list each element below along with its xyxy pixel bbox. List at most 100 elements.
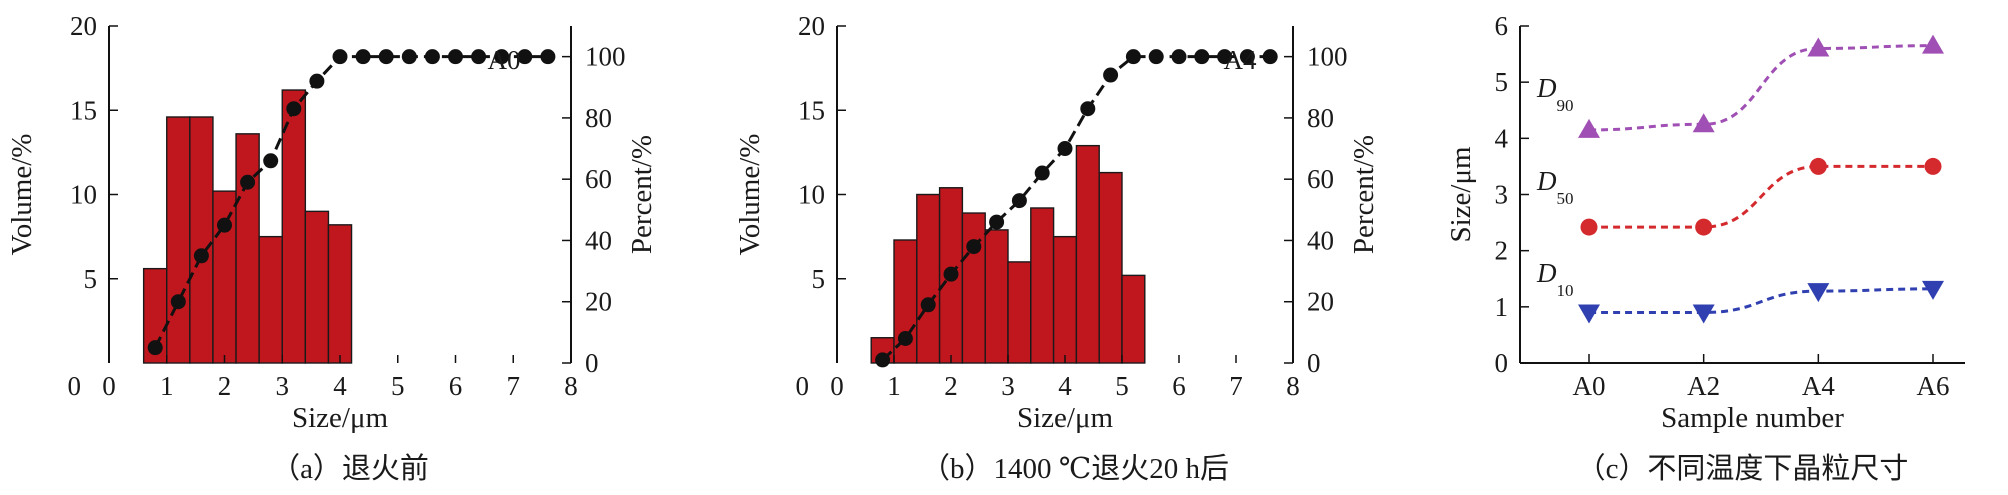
y-tick-label: 15 [798, 95, 825, 125]
x-tick-label: 0 [830, 371, 844, 401]
cumulative-point [332, 49, 348, 65]
y-tick-label: 6 [1495, 11, 1509, 41]
y-tick-label: 0 [796, 371, 810, 401]
x-tick-label: 3 [276, 371, 290, 401]
series-point [1924, 157, 1942, 175]
cumulative-point [966, 239, 982, 255]
y2-tick-label: 100 [1307, 42, 1348, 72]
x-tick-label: 8 [564, 371, 578, 401]
panel-caption: （c）不同温度下晶粒尺寸 [1577, 452, 1909, 485]
cumulative-point [1125, 49, 1141, 65]
y-axis-label: Volume/% [6, 134, 38, 256]
series-label: D50 [1536, 166, 1574, 208]
cumulative-point [1262, 49, 1278, 65]
y-tick-label: 5 [84, 264, 98, 294]
x-axis-label: Size/μm [1017, 402, 1114, 434]
cumulative-point [920, 297, 936, 313]
x-tick-label: 1 [887, 371, 901, 401]
histogram-bar [189, 116, 214, 364]
histogram-bar [1030, 207, 1055, 364]
panel-sample-label: A0 [488, 45, 521, 75]
cumulative-point [471, 49, 487, 65]
y-axis-label: Size/μm [1445, 146, 1477, 243]
histogram-bar [984, 229, 1009, 364]
series-point [1807, 37, 1830, 57]
x-tick-label: 7 [507, 371, 521, 401]
series-point [1807, 283, 1830, 303]
x-tick-label: 7 [1229, 371, 1243, 401]
histogram-bar [916, 193, 941, 364]
cumulative-point [240, 174, 256, 190]
cumulative-point [517, 49, 533, 65]
cumulative-point [1034, 165, 1050, 181]
y2-tick-label: 20 [585, 287, 612, 317]
cumulative-point [1011, 193, 1027, 209]
y2-tick-label: 60 [585, 164, 612, 194]
series-line [1589, 287, 1934, 314]
x-tick-label: 0 [102, 371, 116, 401]
x-axis-label: Sample number [1661, 402, 1844, 434]
y-tick-label: 5 [1495, 67, 1509, 97]
series-point [1692, 113, 1715, 133]
histogram-bar [235, 133, 260, 364]
series-line [1589, 164, 1933, 229]
series-lines [1578, 34, 1944, 324]
cumulative-point [943, 266, 959, 282]
y-tick-label: 15 [70, 95, 97, 125]
panel-sample-label: A4 [1224, 45, 1257, 75]
y-tick-label: 5 [812, 264, 826, 294]
histogram-bar [281, 89, 307, 364]
x-tick-label: 4 [333, 371, 347, 401]
cumulative-point [401, 49, 417, 65]
y2-tick-label: 80 [1307, 103, 1334, 133]
cumulative-point [875, 352, 891, 368]
cumulative-point [309, 73, 325, 89]
series-point [1695, 218, 1713, 236]
histogram-bar [961, 212, 986, 364]
x-tick-label: 6 [1172, 371, 1186, 401]
y-tick-label: 10 [70, 180, 97, 210]
histogram-bars [142, 89, 353, 364]
series-point [1692, 304, 1715, 324]
x-tick-label: 5 [1115, 371, 1129, 401]
series-labels: D90 D50 D10 [1536, 73, 1574, 300]
cumulative-point [1103, 67, 1119, 83]
histogram-bar [1007, 261, 1032, 364]
y-tick-label: 2 [1495, 236, 1509, 266]
histogram-bar [1121, 274, 1146, 364]
series-point [1809, 157, 1827, 175]
y2-tick-label: 20 [1307, 287, 1334, 317]
y2-tick-label: 80 [585, 103, 612, 133]
y2-tick-label: 0 [585, 348, 599, 378]
series-line [1588, 44, 1934, 132]
y2-tick-label: 40 [585, 225, 612, 255]
cumulative-point [147, 340, 163, 356]
x-tick-label: A4 [1802, 371, 1835, 401]
series-point [1578, 304, 1600, 324]
series-point [1922, 34, 1944, 54]
y-tick-label: 10 [798, 180, 825, 210]
series-label: D10 [1536, 258, 1574, 300]
x-tick-label: 4 [1058, 371, 1072, 401]
y-tick-label: 0 [1495, 348, 1509, 378]
x-tick-label: A6 [1917, 371, 1950, 401]
series-point [1578, 118, 1600, 138]
x-tick-label: 3 [1001, 371, 1015, 401]
cumulative-point [989, 214, 1005, 230]
cumulative-point [424, 49, 440, 65]
cumulative-point [217, 217, 232, 233]
x-tick-label: A0 [1573, 371, 1606, 401]
series-point [1580, 218, 1598, 236]
cumulative-point [1217, 49, 1233, 65]
y-axis-label: Volume/% [734, 134, 766, 256]
cumulative-point [540, 49, 556, 65]
cumulative-point [1080, 101, 1096, 117]
histogram-bar [166, 116, 191, 364]
cumulative-point [286, 101, 302, 117]
y2-tick-label: 60 [1307, 164, 1334, 194]
